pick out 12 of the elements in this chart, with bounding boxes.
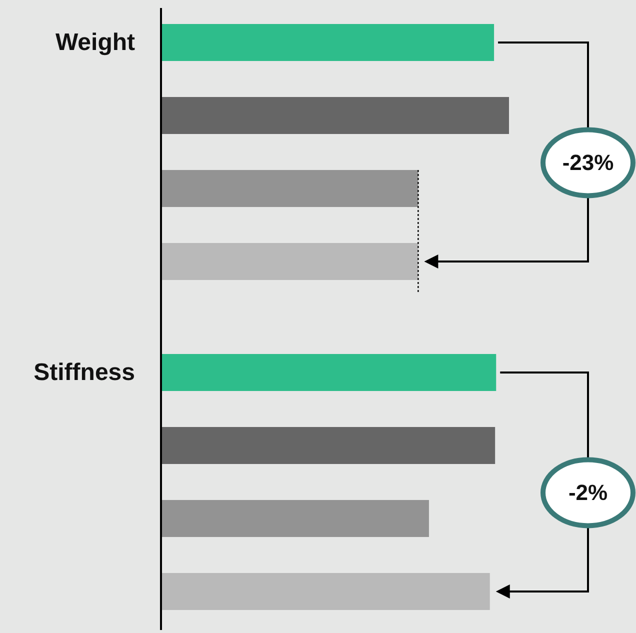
bar — [161, 354, 496, 391]
y-tick-label: Stiffness — [34, 359, 135, 386]
bar — [161, 427, 496, 464]
bar — [161, 97, 509, 134]
bar — [161, 24, 494, 61]
bar — [161, 243, 418, 280]
bar — [161, 500, 429, 537]
text: -2% — [568, 480, 608, 506]
bar — [161, 170, 418, 207]
bar — [161, 573, 490, 610]
y-tick-label: Weight — [55, 29, 136, 56]
text: -23% — [562, 150, 614, 176]
